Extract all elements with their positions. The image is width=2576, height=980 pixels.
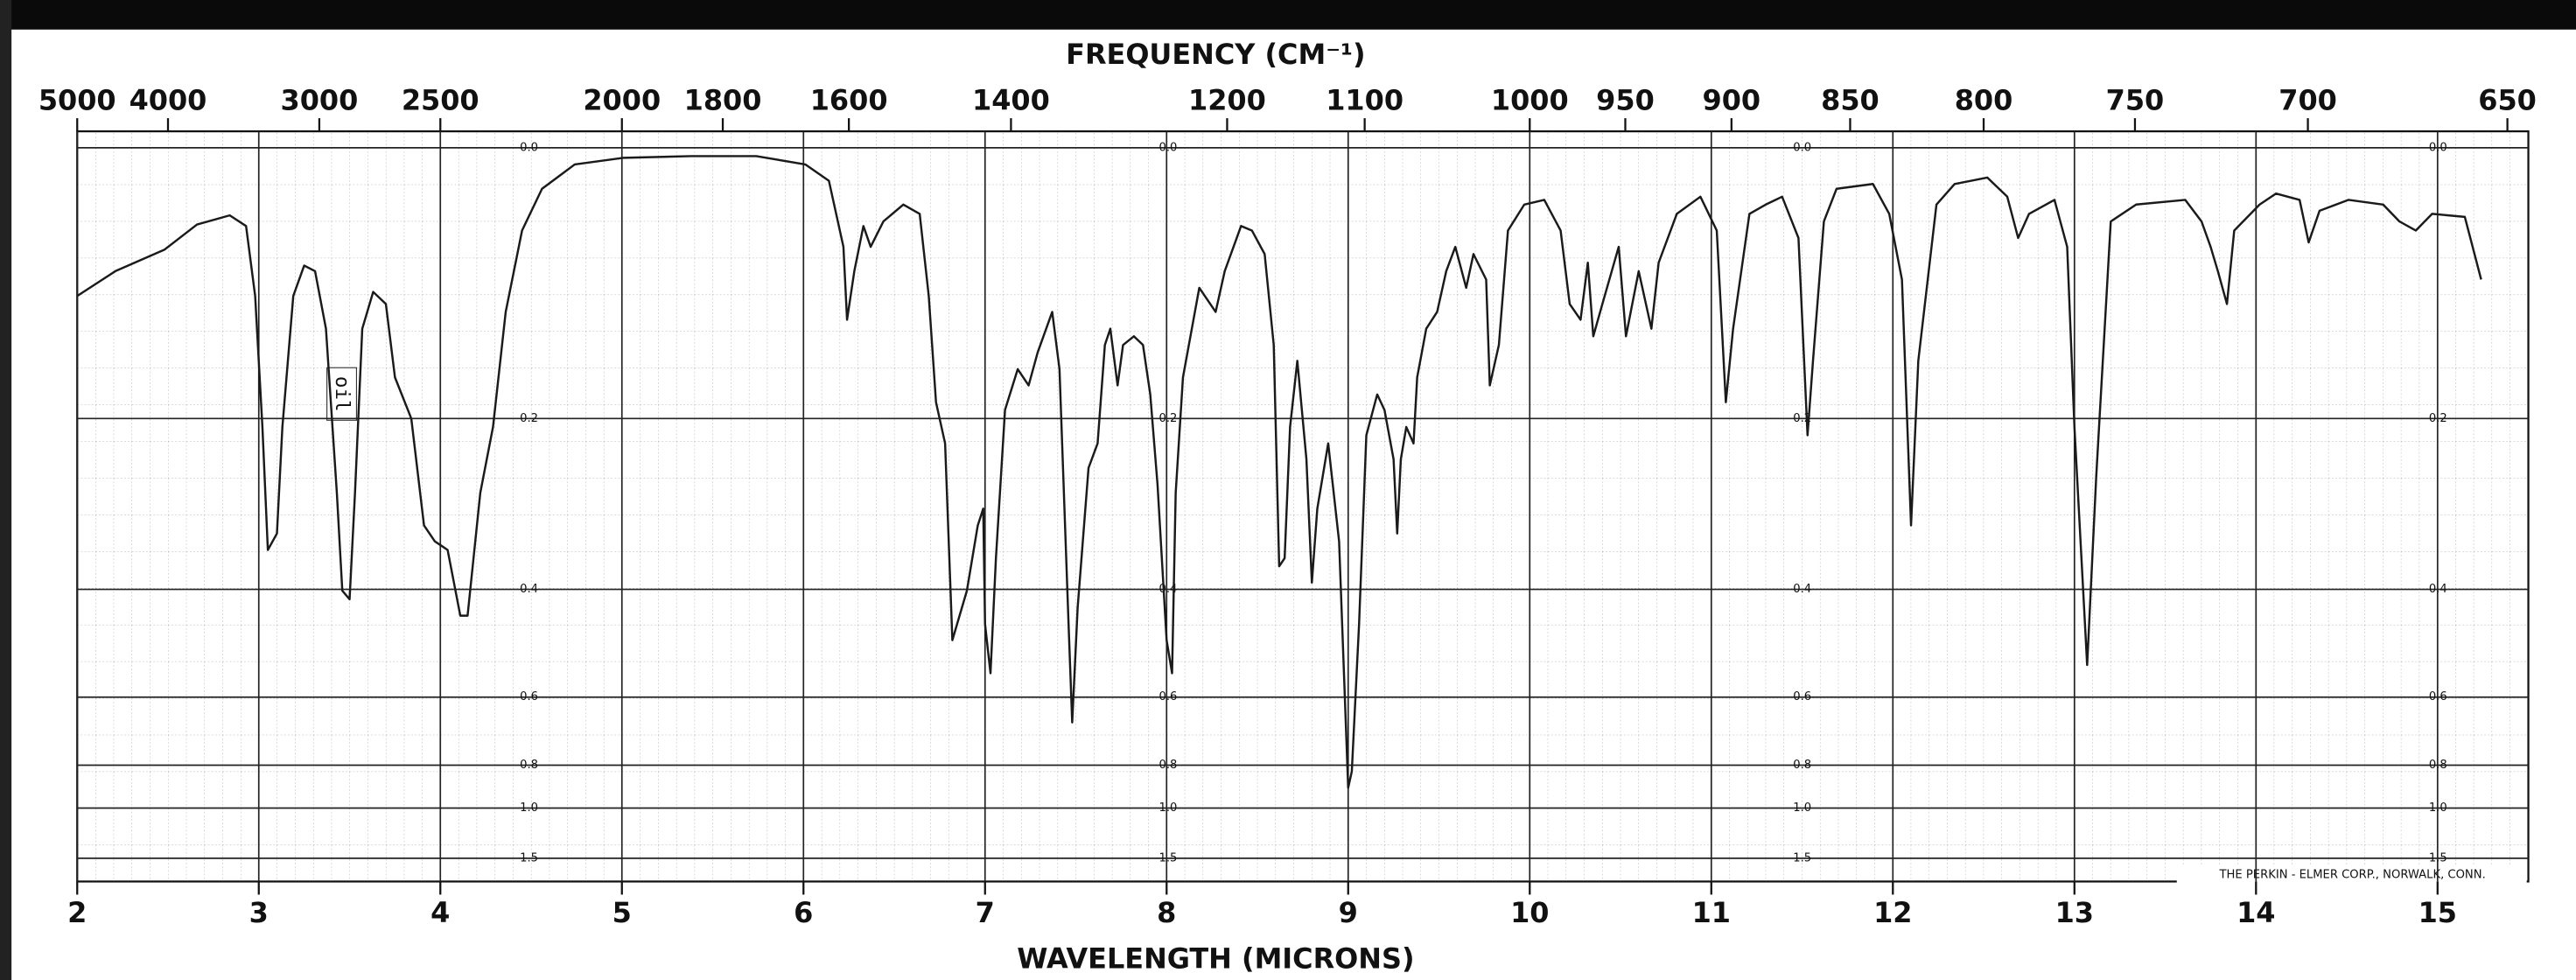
x2-tick-label: 1600 — [810, 83, 888, 116]
x-tick-label: 5 — [612, 896, 632, 929]
x2-tick-label: 700 — [2278, 83, 2337, 116]
x-tick-label: 14 — [2236, 896, 2275, 929]
x2-tick-label: 1200 — [1188, 83, 1266, 116]
x-tick-label: 6 — [794, 896, 813, 929]
minor-grid — [77, 131, 2529, 882]
y-tick-label: 0.6 — [1158, 690, 1177, 704]
x-axis-title: WAVELENGTH (MICRONS) — [1017, 942, 1414, 975]
x-tick-label: 15 — [2418, 896, 2457, 929]
x2-tick-label: 4000 — [130, 83, 207, 116]
x-tick-label: 13 — [2055, 896, 2094, 929]
x2-tick-label: 900 — [1703, 83, 1761, 116]
x2-tick-label: 1400 — [972, 83, 1050, 116]
x2-tick-label: 1100 — [1326, 83, 1404, 116]
y-tick-label: 0.0 — [1158, 141, 1177, 154]
y-tick-label: 1.5 — [520, 851, 538, 864]
y-tick-label: 0.6 — [1793, 690, 1811, 704]
x-tick-label: 12 — [1873, 896, 1912, 929]
x2-tick-label: 5000 — [38, 83, 116, 116]
left-edge — [0, 0, 12, 980]
x2-tick-label: 1800 — [684, 83, 762, 116]
x2-tick-label: 2000 — [583, 83, 661, 116]
annotation-box — [326, 367, 357, 421]
credit-box — [2176, 864, 2527, 884]
x2-tick-label: 650 — [2478, 83, 2537, 116]
x2-tick-label: 750 — [2106, 83, 2165, 116]
y-tick-label: 1.0 — [1793, 802, 1811, 815]
y-tick-label: 1.0 — [1158, 802, 1177, 815]
top-band — [0, 0, 2576, 30]
y-tick-label: 0.6 — [520, 690, 538, 704]
x-tick-label: 4 — [430, 896, 450, 929]
y-tick-label: 0.0 — [1793, 141, 1811, 154]
annotation-group: oil — [326, 367, 357, 421]
x2-tick-label: 850 — [1821, 83, 1880, 116]
y-tick-label: 0.4 — [520, 583, 538, 596]
x2-tick-label: 1000 — [1491, 83, 1569, 116]
annotation: oil — [331, 376, 354, 412]
y-tick-label: 0.8 — [1158, 759, 1177, 772]
x-tick-label: 10 — [1510, 896, 1549, 929]
x2-tick-label: 3000 — [281, 83, 359, 116]
y-tick-label: 1.5 — [1793, 851, 1811, 864]
y-tick-label: 0.4 — [1793, 583, 1811, 596]
y-tick-label: 0.0 — [520, 141, 538, 154]
spectrum-line — [76, 155, 2482, 789]
x-tick-label: 11 — [1692, 896, 1731, 929]
y-tick-label: 0.2 — [1158, 412, 1177, 425]
x-tick-label: 2 — [67, 896, 87, 929]
y-tick-label: 0.8 — [520, 759, 538, 772]
top-axis-title: FREQUENCY (CM⁻¹) — [1066, 38, 1365, 71]
y-tick-label: 0.2 — [520, 412, 538, 425]
credit: THE PERKIN - ELMER CORP., NORWALK, CONN. — [2219, 868, 2486, 881]
y-tick-label: 0.8 — [1793, 759, 1811, 772]
x-tick-label: 8 — [1157, 896, 1176, 929]
x-tick-label: 7 — [976, 896, 995, 929]
x-tick-label: 9 — [1339, 896, 1358, 929]
x2-tick-label: 2500 — [402, 83, 480, 116]
y-tick-label: 1.5 — [1158, 851, 1177, 864]
x2-tick-label: 950 — [1596, 83, 1655, 116]
x-tick-label: 3 — [249, 896, 269, 929]
y-tick-label: 1.0 — [520, 802, 538, 815]
x2-tick-label: 800 — [1955, 83, 2013, 116]
